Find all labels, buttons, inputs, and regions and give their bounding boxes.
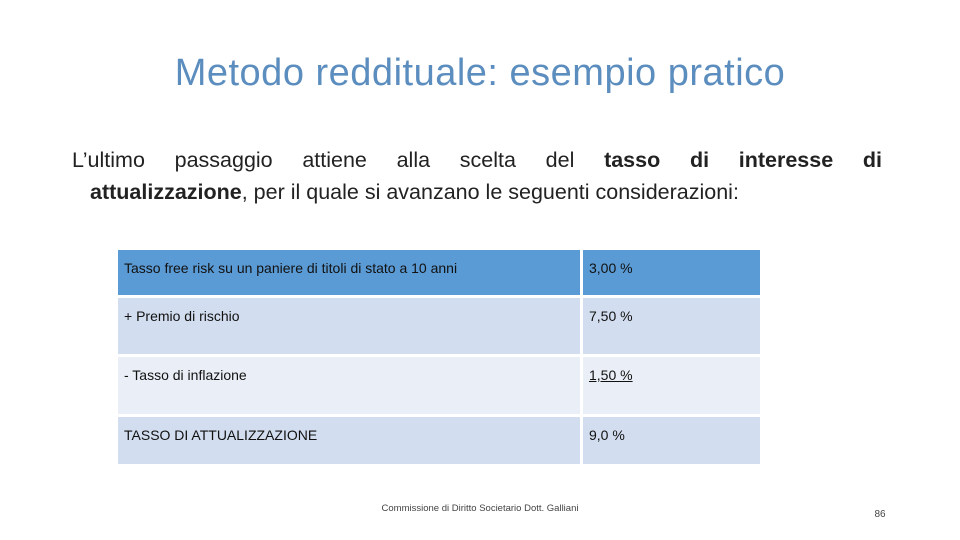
discount-rate-table: Tasso free risk su un paniere di titoli … (118, 250, 763, 467)
table-row-discount-rate: TASSO DI ATTUALIZZAZIONE 9,0 % (118, 415, 763, 467)
row-label: Tasso free risk su un paniere di titoli … (118, 250, 583, 298)
intro-text-start: L’ultimo passaggio attiene alla scelta d… (72, 148, 605, 172)
page-number: 86 (874, 509, 886, 520)
footer-text: Commissione di Diritto Societario Dott. … (381, 503, 579, 514)
row-value: 3,00 % (581, 250, 763, 298)
row-value: 1,50 % (589, 367, 633, 383)
row-label: - Tasso di inflazione (118, 355, 583, 417)
intro-text-end: , per il quale si avanzano le seguenti c… (241, 180, 739, 204)
table-row-risk-free: Tasso free risk su un paniere di titoli … (118, 250, 763, 298)
slide-title: Metodo reddituale: esempio pratico (174, 52, 786, 94)
row-value: 9,0 % (581, 415, 763, 467)
intro-bold-rate: tasso di interesse di (604, 148, 882, 172)
intro-paragraph: L’ultimo passaggio attiene alla scelta d… (72, 144, 882, 208)
table-row-risk-premium: + Premio di rischio 7,50 % (118, 296, 763, 357)
intro-bold-discount: attualizzazione (90, 180, 242, 204)
row-label: TASSO DI ATTUALIZZAZIONE (118, 415, 583, 467)
row-value: 7,50 % (581, 296, 763, 357)
table-row-inflation: - Tasso di inflazione 1,50 % (118, 355, 763, 417)
row-label: + Premio di rischio (118, 296, 583, 357)
